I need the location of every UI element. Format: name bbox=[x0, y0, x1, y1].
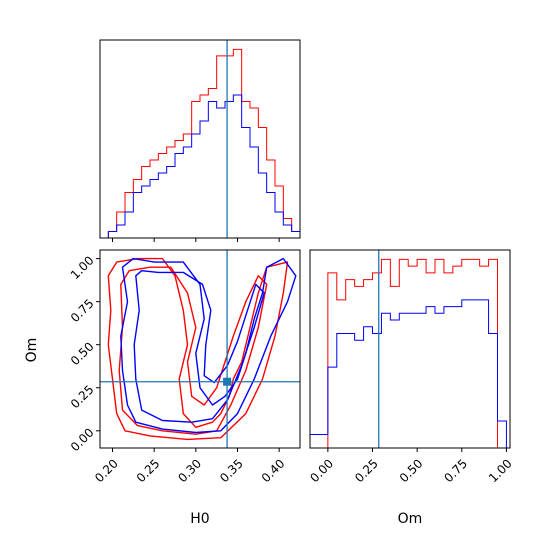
om-hist-xtick-label: 0.25 bbox=[352, 456, 381, 485]
om-hist-xtick-label: 1.00 bbox=[486, 456, 515, 485]
red-contour-level-1 bbox=[107, 257, 289, 441]
om-hist-xtick-label: 0.50 bbox=[397, 456, 426, 485]
truth-marker bbox=[223, 377, 232, 386]
contour-ytick-label: 0.50 bbox=[68, 339, 97, 368]
h0-hist-frame bbox=[99, 39, 301, 239]
om-axis-label-left: Om bbox=[24, 338, 40, 363]
h0-axis-label: H0 bbox=[190, 511, 209, 527]
contour-xtick-label: 0.30 bbox=[175, 456, 204, 485]
contour-xtick-label: 0.20 bbox=[92, 456, 121, 485]
contour-frame bbox=[99, 249, 301, 449]
h0-hist-blue-histogram-step bbox=[100, 94, 301, 239]
h0-om-contour-panel: 0.20 0.25 0.30 0.35 0.40 0.00 0.25 0.50 0.75 1.00 bbox=[68, 249, 301, 485]
h0-marginal-histogram bbox=[99, 39, 301, 242]
contour-ytick-label: 1.00 bbox=[68, 253, 97, 282]
om-marginal-histogram: 0.00 0.25 0.50 0.75 1.00 bbox=[307, 249, 515, 485]
om-axis-label-bottom: Om bbox=[398, 511, 423, 527]
om-hist-red-histogram-step bbox=[310, 258, 507, 449]
blue-contour-level-1 bbox=[120, 257, 297, 434]
contour-xtick-label: 0.35 bbox=[217, 456, 246, 485]
om-hist-frame bbox=[309, 249, 511, 449]
contour-ytick-label: 0.00 bbox=[68, 425, 97, 454]
contour-ytick-label: 0.75 bbox=[68, 296, 97, 325]
om-hist-blue-histogram-step bbox=[309, 299, 507, 448]
red-contour-level-2 bbox=[118, 266, 268, 435]
contour-xtick-label: 0.25 bbox=[134, 456, 163, 485]
contour-xtick-label: 0.40 bbox=[259, 456, 288, 485]
blue-contour-level-2 bbox=[133, 270, 265, 423]
om-hist-xtick-label: 0.75 bbox=[441, 456, 470, 485]
contour-ytick-label: 0.25 bbox=[68, 382, 97, 411]
om-hist-xtick-label: 0.00 bbox=[307, 456, 336, 485]
h0-hist-red-histogram-step bbox=[100, 48, 301, 239]
contour-plot-area bbox=[107, 257, 297, 441]
